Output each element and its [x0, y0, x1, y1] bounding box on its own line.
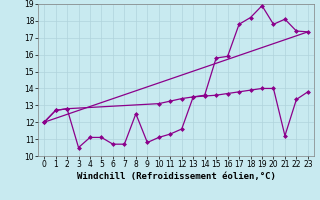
X-axis label: Windchill (Refroidissement éolien,°C): Windchill (Refroidissement éolien,°C)	[76, 172, 276, 181]
